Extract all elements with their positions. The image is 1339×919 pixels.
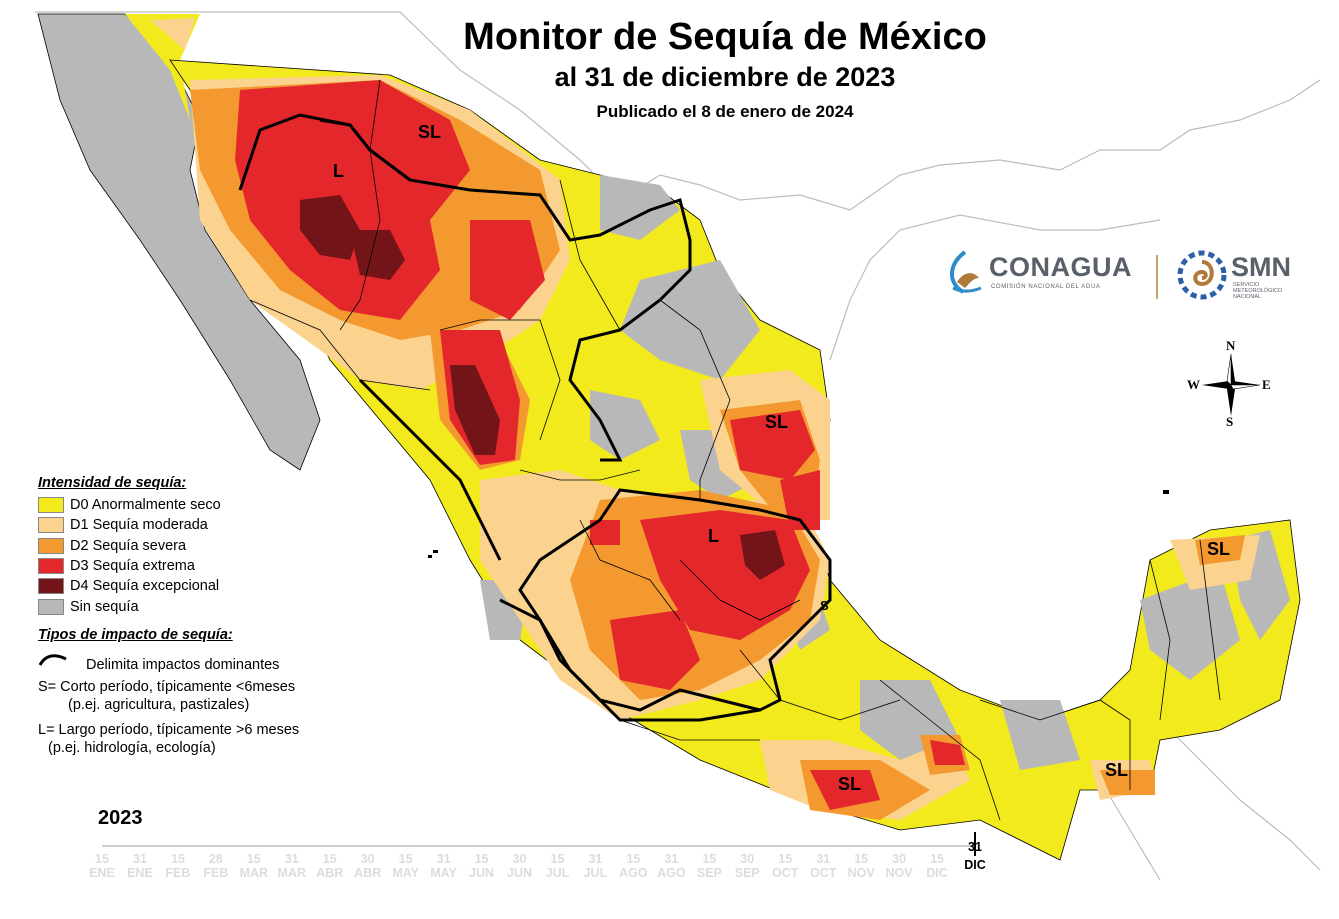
islands (428, 490, 1169, 558)
label-l-north: L (333, 161, 344, 181)
compass-e: E (1262, 377, 1271, 392)
legend-item-d2: D2 Sequía severa (38, 536, 368, 556)
timeline-tick: 15 JUN (469, 852, 495, 880)
legend-swatch (38, 558, 64, 575)
conagua-text: CONAGUA (989, 252, 1132, 282)
legend-item-d0: D0 Anormalmente seco (38, 495, 368, 515)
timeline-tick: 15 SEP (696, 852, 722, 880)
timeline-tick: 15 AGO (619, 852, 648, 880)
legend-label: D3 Sequía extrema (70, 558, 195, 575)
map-subtitle: al 31 de diciembre de 2023 (554, 62, 896, 92)
timeline-tick: 31 DIC (964, 840, 986, 872)
label-sl-south: SL (838, 774, 862, 794)
published-date: Publicado el 8 de enero de 2024 (596, 102, 854, 121)
compass-w: W (1187, 377, 1200, 392)
conagua-icon (950, 250, 982, 294)
timeline-tick: 15 ENE (89, 852, 115, 880)
timeline-tick: 15 JUL (545, 852, 570, 880)
baja-none (37, 13, 321, 471)
impact-s-example: (p.ej. agricultura, pastizales) (68, 697, 250, 713)
legend-impact-heading: Tipos de impacto de sequía: (38, 627, 233, 643)
state-borders (249, 79, 1221, 821)
impact-l: L= Largo período, típicamente >6 meses (38, 722, 300, 738)
label-sl-chiapas: SL (1105, 760, 1129, 780)
timeline-tick: 15 FEB (165, 852, 191, 880)
timeline-tick: 30 JUN (507, 852, 533, 880)
legend-item-d4: D4 Sequía excepcional (38, 576, 368, 596)
legend-swatch (38, 598, 64, 615)
impact-line-icon (38, 654, 67, 666)
label-sl-north: SL (418, 122, 442, 142)
timeline-tick: 31 ENE (127, 852, 153, 880)
baja-d1 (150, 18, 195, 50)
compass-s: S (1226, 414, 1234, 429)
impact-line-text: Delimita impactos dominantes (86, 657, 280, 673)
timeline-tick: 28 FEB (203, 852, 229, 880)
compass-n: N (1226, 338, 1236, 353)
smn-subtext: SERVICIO METEOROLÓGICO NACIONAL (1233, 282, 1283, 300)
legend-intensity-heading: Intensidad de sequía: (38, 475, 187, 491)
timeline-year: 2023 (98, 807, 143, 829)
timeline-tick: 31 JUL (583, 852, 608, 880)
impact-boundaries (238, 113, 832, 722)
mainland (169, 59, 1301, 861)
label-l-center: L (708, 526, 719, 546)
impact-l-example: (p.ej. hidrología, ecología) (48, 740, 216, 756)
legend: Intensidad de sequía: D0 Anormalmente se… (38, 475, 368, 617)
timeline-tick: 31 AGO (657, 852, 686, 880)
compass-icon (1202, 353, 1261, 416)
baja-california (37, 13, 321, 471)
timeline-tick: 30 SEP (734, 852, 760, 880)
timeline-axis (102, 832, 976, 856)
legend-label: D1 Sequía moderada (70, 517, 208, 534)
smn-text: SMN (1231, 252, 1291, 282)
timeline-tick: 31 MAR (277, 852, 307, 880)
timeline-tick: 31 MAY (430, 852, 457, 880)
smn-logo: SMN SERVICIO METEOROLÓGICO NACIONAL (1175, 248, 1315, 308)
legend-item-none: Sin sequía (38, 596, 368, 616)
compass-rose: N S E W (1186, 338, 1276, 430)
timeline-tick: 15 DIC (926, 852, 948, 880)
label-sl-yucatan: SL (1207, 539, 1231, 559)
timeline-tick: 15 NOV (847, 852, 875, 880)
timeline-tick: 30 ABR (354, 852, 382, 880)
legend-label: D0 Anormalmente seco (70, 497, 221, 514)
legend-item-d3: D3 Sequía extrema (38, 556, 368, 576)
label-s-center: S (820, 598, 829, 613)
smn-icon (1177, 250, 1227, 300)
legend-swatch (38, 517, 64, 534)
timeline-tick: 15 OCT (772, 852, 799, 880)
label-sl-northeast: SL (765, 412, 789, 432)
legend-label: D2 Sequía severa (70, 537, 187, 554)
timeline-tick: 31 OCT (809, 852, 837, 880)
timeline-tick: 30 NOV (885, 852, 913, 880)
legend-swatch (38, 537, 64, 554)
impact-s: S= Corto período, típicamente <6meses (38, 679, 296, 695)
timeline-tick: 15 MAR (239, 852, 269, 880)
legend-label: D4 Sequía excepcional (70, 578, 220, 595)
logo-divider (1156, 255, 1158, 299)
timeline-tick: 15 ABR (316, 852, 344, 880)
map-title: Monitor de Sequía de México (463, 16, 987, 58)
conagua-subtext: COMISIÓN NACIONAL DEL AGUA (991, 284, 1101, 290)
legend-item-d1: D1 Sequía moderada (38, 515, 368, 535)
conagua-logo: CONAGUA COMISIÓN NACIONAL DEL AGUA (945, 248, 1145, 300)
legend-swatch (38, 497, 64, 514)
timeline-tick: 15 MAY (392, 852, 419, 880)
legend-label: Sin sequía (70, 598, 139, 615)
legend-swatch (38, 578, 64, 595)
